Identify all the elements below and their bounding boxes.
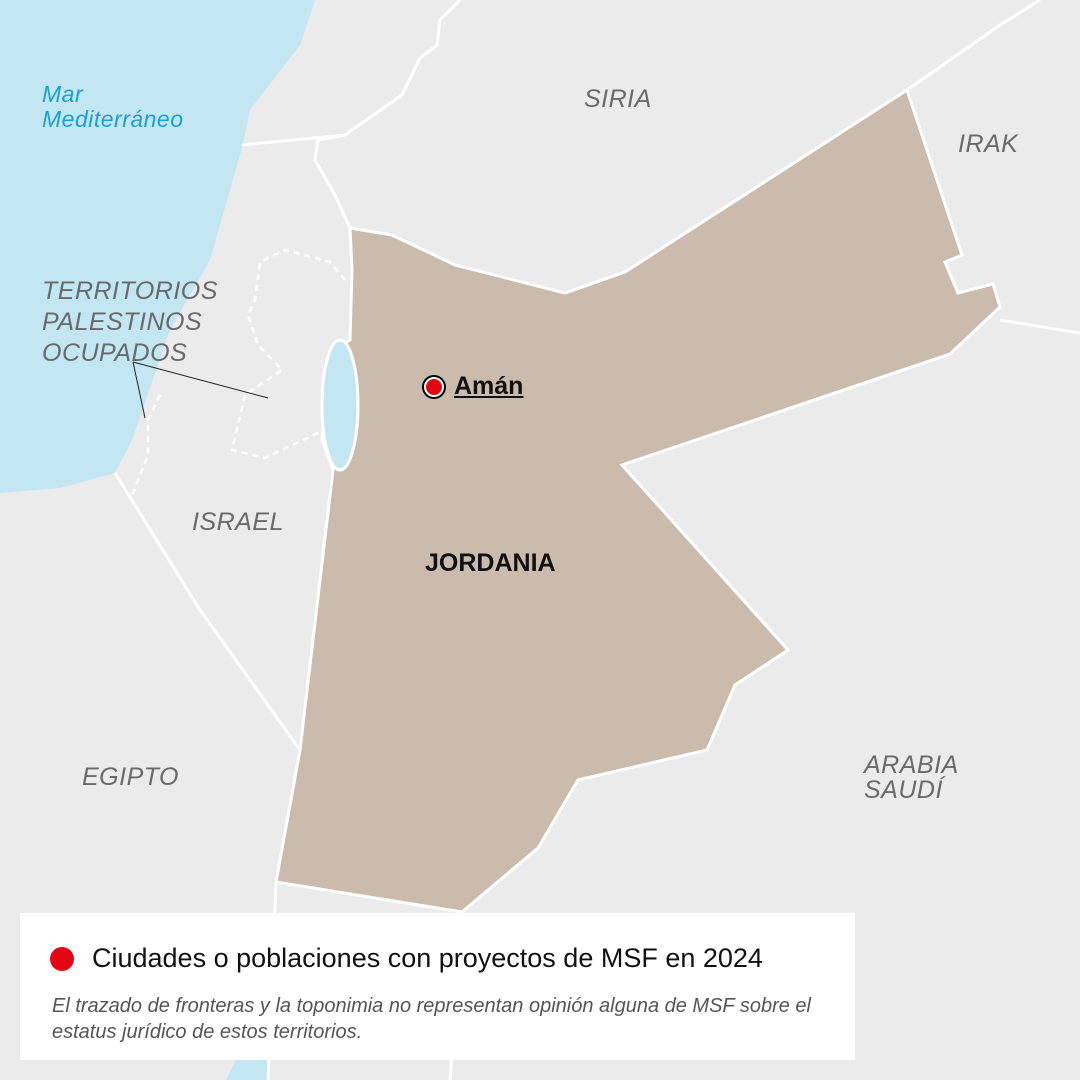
gaza-border bbox=[130, 394, 162, 496]
territories-leader-line bbox=[132, 361, 269, 419]
mediterranean-sea bbox=[0, 0, 315, 493]
label-mediterranean-sea: Mar Mediterráneo bbox=[42, 81, 184, 132]
legend: Ciudades o poblaciones con proyectos de … bbox=[20, 913, 855, 1060]
red-dot-icon bbox=[50, 946, 74, 971]
label-israel: ISRAEL bbox=[192, 508, 284, 536]
label-saudi-arabia: ARABIA SAUDÍ bbox=[864, 751, 959, 804]
label-jordan: JORDANIA bbox=[425, 549, 556, 577]
dead-sea bbox=[320, 338, 360, 472]
city-amman[interactable]: Amán bbox=[424, 372, 523, 401]
west-bank-border bbox=[230, 248, 346, 460]
gulf-of-aqaba bbox=[226, 1060, 270, 1080]
msf-project-marker-icon bbox=[424, 376, 444, 397]
label-iraq: IRAK bbox=[958, 130, 1019, 158]
label-syria: SIRIA bbox=[584, 85, 652, 113]
legend-marker-label: Ciudades o poblaciones con proyectos de … bbox=[92, 943, 763, 973]
disclaimer-note: El trazado de fronteras y la toponimia n… bbox=[52, 995, 811, 1043]
city-label: Amán bbox=[454, 372, 524, 400]
label-egypt: EGIPTO bbox=[82, 763, 180, 791]
label-territories: TERRITORIOS PALESTINOS OCUPADOS bbox=[42, 277, 218, 367]
legend-item: Ciudades o poblaciones con proyectos de … bbox=[50, 943, 763, 974]
